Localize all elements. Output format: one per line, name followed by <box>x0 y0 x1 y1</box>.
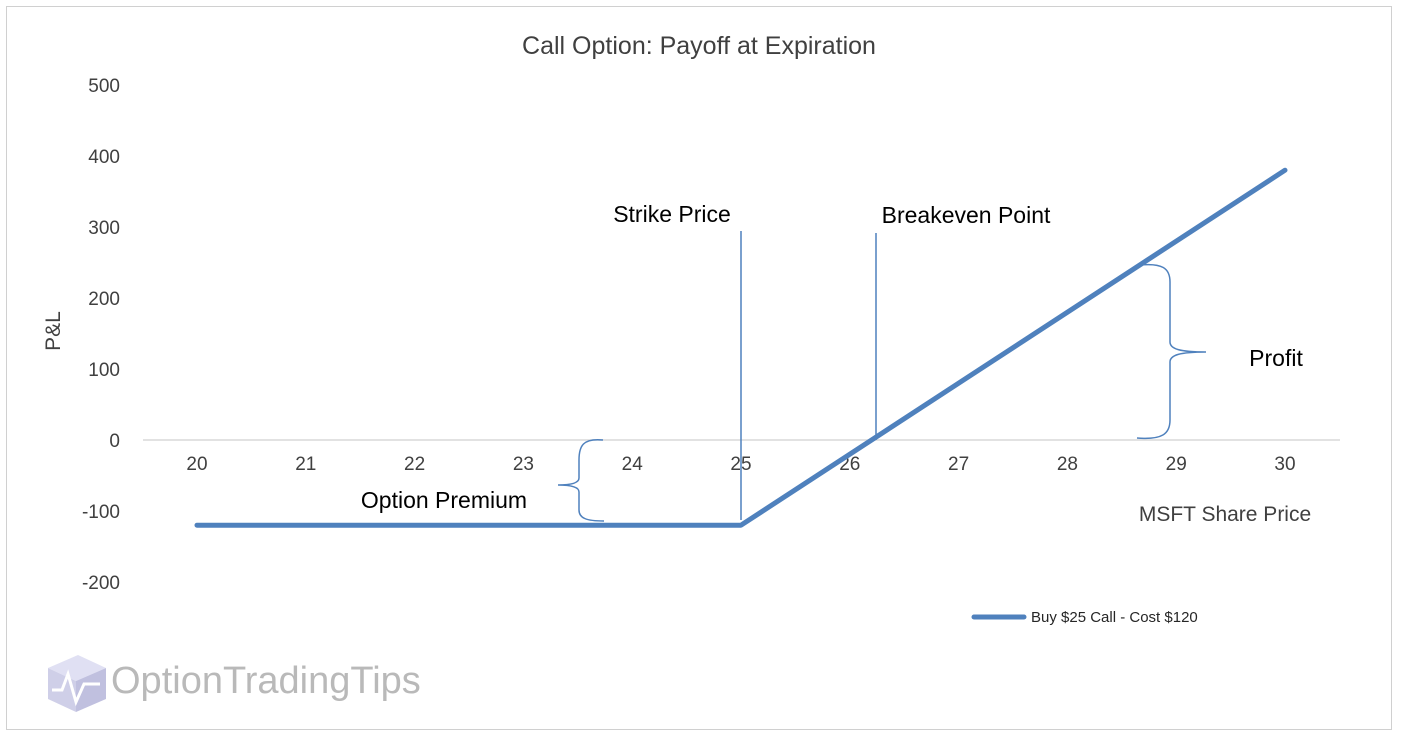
chart-frame <box>6 6 1392 730</box>
x-tick-label: 20 <box>186 454 207 475</box>
profit-brace <box>1136 263 1207 440</box>
premium-brace <box>557 438 605 522</box>
x-tick-label: 30 <box>1274 454 1295 475</box>
cube-logo-icon <box>48 655 106 712</box>
x-tick-label: 27 <box>948 454 969 475</box>
y-tick-label: 100 <box>88 360 120 381</box>
option-premium-label: Option Premium <box>361 487 527 513</box>
y-tick-labels: 500 400 300 200 100 0 -100 -200 <box>82 76 120 594</box>
watermark-brand: OptionTradingTips <box>111 660 421 702</box>
y-tick-label: 500 <box>88 76 120 97</box>
x-tick-label: 28 <box>1057 454 1078 475</box>
x-tick-label: 23 <box>513 454 534 475</box>
y-tick-label: 0 <box>109 431 120 452</box>
legend: Buy $25 Call - Cost $120 <box>971 609 1198 626</box>
chart-title: Call Option: Payoff at Expiration <box>522 32 876 60</box>
y-tick-label: 400 <box>88 147 120 168</box>
y-axis-label: P&L <box>42 311 65 351</box>
y-tick-label: 200 <box>88 289 120 310</box>
y-tick-label: 300 <box>88 218 120 239</box>
y-tick-label: -200 <box>82 573 120 594</box>
breakeven-point-label: Breakeven Point <box>882 202 1051 228</box>
legend-label: Buy $25 Call - Cost $120 <box>1031 609 1198 626</box>
x-tick-label: 22 <box>404 454 425 475</box>
x-tick-label: 24 <box>622 454 644 475</box>
series-line-buy-call <box>194 167 1288 528</box>
strike-price-label: Strike Price <box>613 201 731 227</box>
y-tick-label: -100 <box>82 502 120 523</box>
x-tick-label: 21 <box>295 454 316 475</box>
x-tick-label: 29 <box>1166 454 1187 475</box>
profit-label: Profit <box>1249 345 1303 371</box>
x-axis-label: MSFT Share Price <box>1139 503 1311 526</box>
